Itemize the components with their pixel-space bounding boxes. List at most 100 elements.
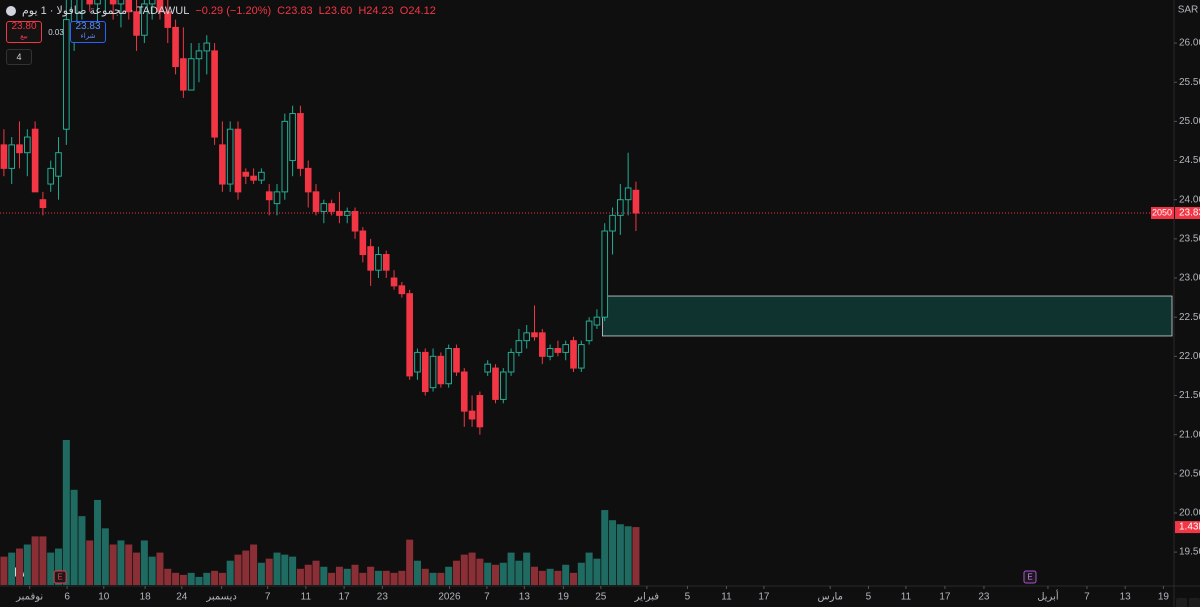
indicator-toggle[interactable]: 4 [6, 49, 32, 65]
volume-bar [585, 552, 593, 585]
candle-body [31, 128, 39, 193]
x-tick-label: 17 [758, 592, 770, 603]
buy-button[interactable]: 23.83 شراء [70, 21, 106, 43]
buy-label: شراء [80, 33, 96, 40]
volume-bar [577, 562, 585, 585]
volume-bar [117, 540, 125, 585]
volume-bar [491, 564, 499, 585]
candle-body [164, 11, 172, 28]
volume-bar [148, 556, 156, 585]
candle-body [156, 0, 164, 13]
volume-bar [281, 554, 289, 585]
volume-bar [515, 560, 523, 585]
volume-bar [265, 558, 273, 585]
countdown: 2050 [1152, 207, 1172, 217]
y-tick-label: 21.50 [1179, 390, 1200, 401]
candle-body [414, 351, 421, 373]
volume-bar [31, 536, 39, 585]
x-tick-label: 18 [140, 592, 152, 603]
x-tick-label: 23 [978, 592, 990, 603]
volume-tag-label: 1.43M [1179, 522, 1200, 533]
volume-bar [382, 570, 390, 585]
candle-body [297, 113, 304, 169]
volume-bar [452, 560, 460, 585]
event-label: E [57, 573, 62, 582]
symbol-logo [6, 5, 16, 16]
volume-bar [164, 568, 172, 585]
volume-bar [195, 576, 203, 585]
volume-bar [0, 556, 8, 585]
y-tick-label: 26.00 [1179, 38, 1200, 49]
volume-tag [1175, 521, 1200, 534]
volume-bar [328, 572, 336, 585]
volume-bar [273, 552, 281, 585]
volume-bar [312, 560, 320, 585]
candle-body [250, 175, 257, 181]
candle-body [0, 144, 8, 169]
volume-bar [554, 570, 562, 585]
x-tick-label: 7 [484, 592, 490, 603]
volume-bar [179, 574, 187, 585]
candle-body [258, 171, 265, 181]
event-label: E [1027, 573, 1032, 582]
x-tick-label: فبراير [634, 592, 660, 603]
candle-body [624, 187, 632, 201]
legend: مجموعة صافولا · 1 يوم · TADAWUL −0.29 (−… [6, 4, 436, 17]
ohlc-change: −0.29 (−1.20%) [195, 4, 272, 17]
candle-body [492, 367, 499, 400]
countdown-tag [1151, 207, 1174, 220]
volume-bar [468, 552, 476, 585]
volume-bar [335, 566, 343, 585]
candle-body [538, 332, 546, 357]
candle-body [320, 203, 328, 212]
x-tick-label: 10 [98, 592, 110, 603]
x-tick-label: مارس [818, 592, 843, 603]
sell-price: 23.80 [11, 21, 37, 32]
candle-body [507, 351, 515, 373]
candle-body [141, 3, 148, 36]
auto-scale-button[interactable] [1176, 598, 1187, 607]
x-tick-label: ديسمبر [205, 592, 236, 603]
volume-bar [8, 552, 16, 585]
volume-bar [304, 564, 312, 585]
y-tick-label: 21.00 [1179, 429, 1200, 440]
indicator-count: 4 [16, 52, 22, 62]
ohlc-high: H24.23 [358, 4, 394, 17]
candle-body [172, 26, 179, 68]
y-tick-label: 20.00 [1179, 508, 1200, 519]
x-tick-label: 11 [301, 592, 312, 603]
settings-button[interactable] [1189, 598, 1200, 607]
candle-body [476, 394, 484, 428]
candle-body [460, 371, 468, 412]
volume-bar [616, 524, 624, 585]
candle-body [133, 11, 140, 36]
volume-bar [609, 520, 617, 585]
volume-bar [593, 558, 601, 585]
volume-bar [429, 572, 437, 585]
volume-bar [156, 552, 164, 585]
candle-body [546, 347, 554, 357]
y-tick-label: 23.00 [1179, 273, 1200, 284]
volume-bar [140, 540, 148, 585]
volume-bar [406, 539, 414, 585]
x-tick-label: 7 [1084, 592, 1090, 603]
volume-bar [413, 560, 421, 585]
volume-bar [203, 572, 211, 585]
volume-bar [351, 564, 359, 585]
candle-body [312, 191, 320, 212]
x-tick-label: 13 [1120, 592, 1132, 603]
volume-bar [55, 548, 63, 585]
symbol-title: مجموعة صافولا · 1 يوم · TADAWUL [22, 5, 190, 17]
candle-body [609, 214, 616, 232]
volume-bar [484, 562, 492, 585]
event-mark [1023, 570, 1037, 584]
y-tick-label: 24.50 [1179, 155, 1200, 166]
candle-body [63, 19, 70, 130]
candle-body [499, 371, 507, 400]
volume-bar [343, 568, 351, 585]
candle-body [445, 347, 452, 385]
sell-button[interactable]: 23.80 بيع [6, 21, 42, 43]
candle-body [265, 191, 273, 201]
candle-body [421, 351, 429, 393]
y-tick-label: 19.50 [1179, 547, 1200, 558]
